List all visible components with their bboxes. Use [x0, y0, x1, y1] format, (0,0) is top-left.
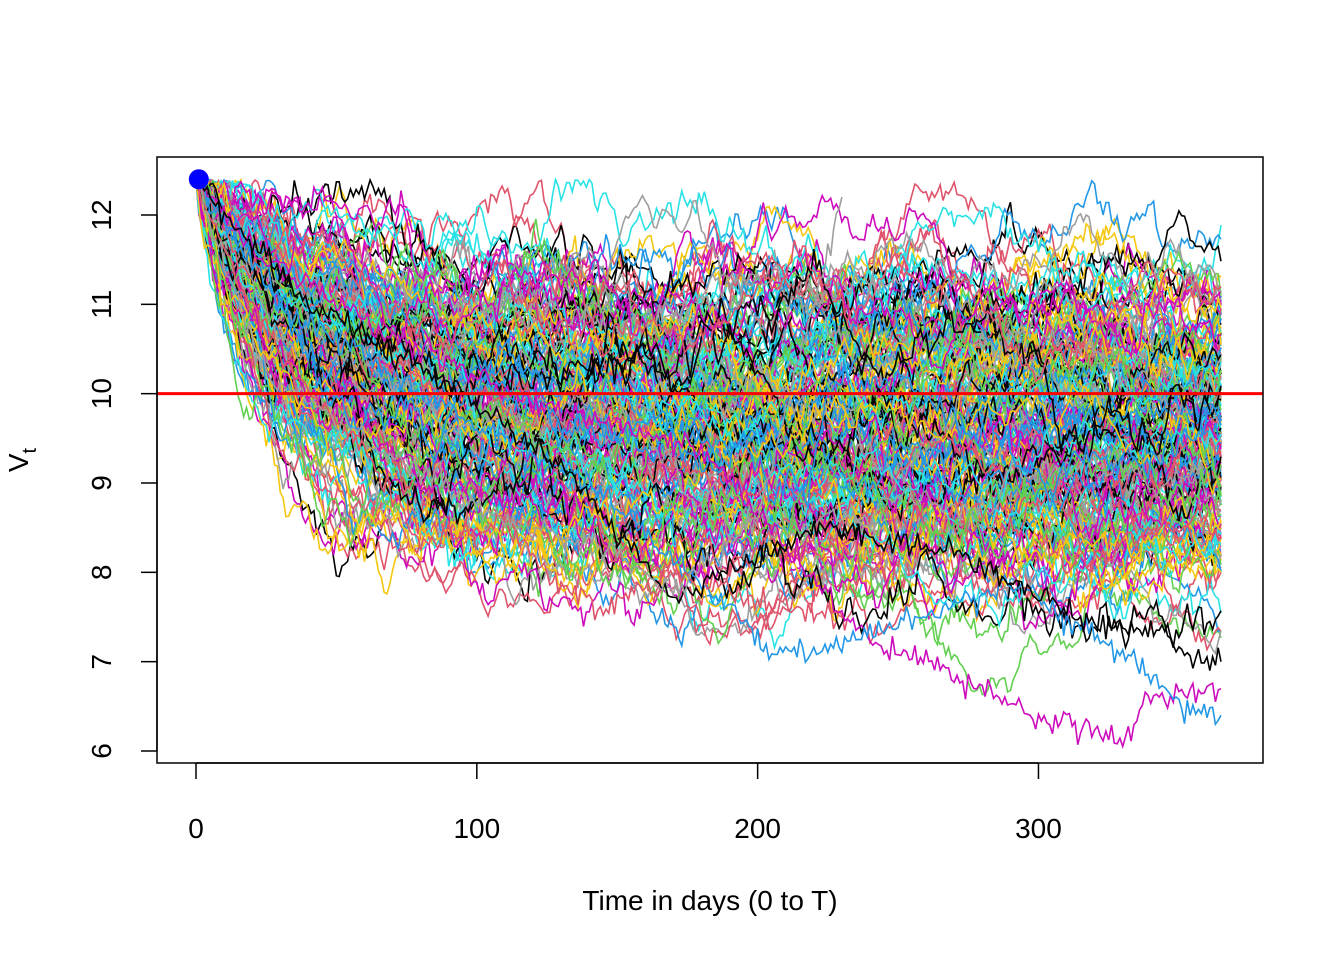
series-line-213 — [195, 179, 1222, 370]
y-axis-label-subscript: t — [19, 447, 41, 453]
y-tick-label: 10 — [86, 378, 117, 409]
x-tick-label: 100 — [453, 813, 500, 844]
start-point-marker — [188, 169, 209, 190]
series-line-notable-1 — [195, 180, 1222, 727]
series-line-175 — [195, 179, 1222, 380]
y-tick-label: 11 — [86, 290, 117, 319]
series-line-183 — [195, 178, 1222, 371]
y-tick-label: 12 — [86, 199, 117, 230]
series-line-180 — [195, 176, 1222, 399]
y-tick-label: 7 — [86, 654, 117, 670]
y-axis-label-main: V — [3, 453, 34, 472]
series-line-72 — [195, 177, 1222, 524]
series-line-219 — [195, 178, 1222, 512]
series-line-215 — [195, 178, 1222, 546]
series-line-197 — [195, 179, 1222, 573]
series-line-203 — [195, 178, 1222, 492]
x-axis: 0 100 200 300 — [188, 762, 1062, 844]
series-line-notable-0 — [195, 179, 1222, 750]
series-line-210 — [195, 178, 1222, 496]
series-line-notable-3 — [195, 178, 1222, 671]
x-tick-label: 300 — [1015, 813, 1062, 844]
series-line-102 — [195, 178, 1222, 623]
series-line-217 — [195, 178, 1222, 383]
y-tick-label: 6 — [86, 743, 117, 759]
y-axis-label: Vt — [3, 447, 41, 472]
series-layer — [195, 176, 1222, 750]
y-axis: 6 7 8 9 10 11 12 — [86, 199, 158, 759]
x-tick-label: 0 — [188, 813, 204, 844]
series-line-187 — [195, 177, 1222, 501]
series-line-57 — [195, 178, 1222, 398]
series-line-notable-2 — [195, 179, 843, 625]
y-tick-label: 9 — [86, 475, 117, 491]
series-line-208 — [195, 179, 1222, 524]
series-line-218 — [195, 179, 1222, 572]
series-line-193 — [195, 179, 1222, 526]
x-axis-label: Time in days (0 to T) — [582, 885, 837, 916]
series-line-216 — [195, 178, 1222, 467]
x-tick-label: 200 — [734, 813, 781, 844]
y-tick-label: 8 — [86, 565, 117, 581]
series-line-189 — [195, 178, 1222, 624]
